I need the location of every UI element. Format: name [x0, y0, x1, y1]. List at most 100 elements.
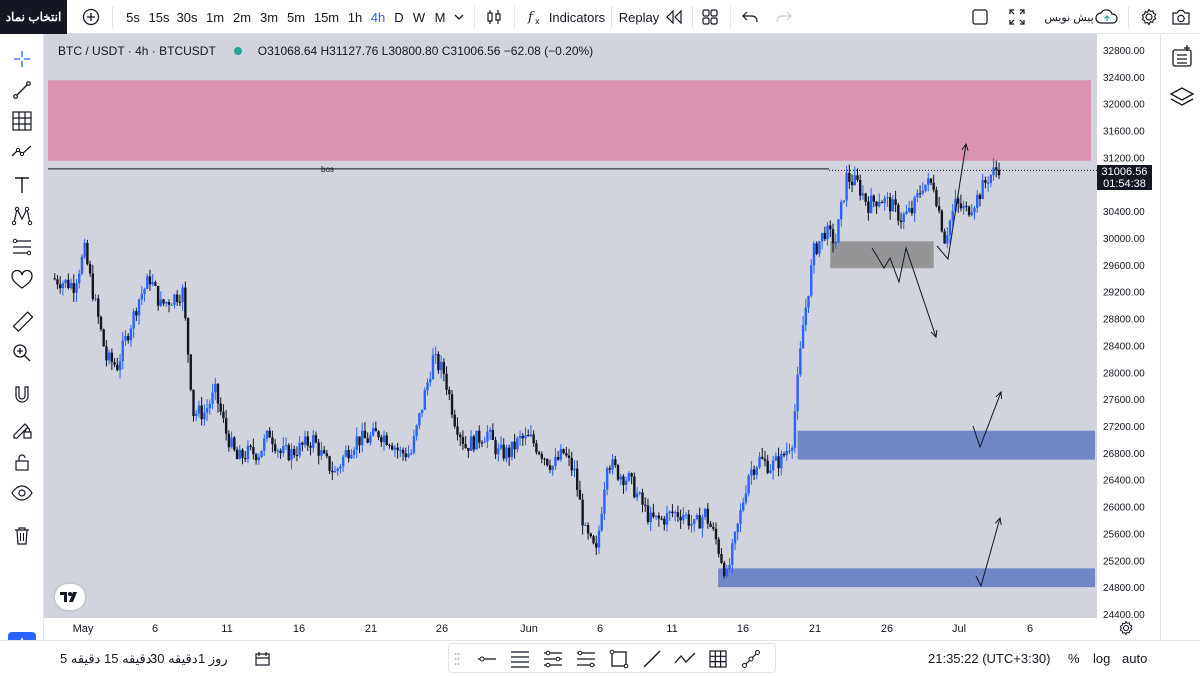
expand-icon[interactable]: [1007, 0, 1027, 34]
camera-icon[interactable]: [1170, 0, 1192, 34]
fib-grid-icon[interactable]: [7, 106, 37, 136]
bos-label: bos: [321, 165, 334, 174]
save-draft-label[interactable]: پیش نویس: [1044, 11, 1094, 24]
interval-w[interactable]: W: [412, 9, 426, 25]
interval-30s[interactable]: 30s: [176, 9, 198, 25]
tradingview-logo[interactable]: [55, 584, 85, 610]
interval-5m[interactable]: 5m: [286, 9, 306, 25]
candle-body: [916, 193, 919, 198]
forecast-icon[interactable]: [7, 232, 37, 262]
chevron-down-icon[interactable]: [452, 0, 466, 34]
candle-body: [878, 202, 881, 207]
interval-15m[interactable]: 15m: [313, 9, 340, 25]
candle-body: [570, 457, 573, 471]
interval-3m[interactable]: 3m: [259, 9, 279, 25]
demand-zone-upper: [797, 430, 1095, 460]
candle-body: [905, 211, 908, 214]
path-icon[interactable]: [673, 647, 697, 671]
undo-icon[interactable]: [740, 0, 760, 34]
candle-body: [804, 307, 807, 326]
horizontal-line-icon[interactable]: [475, 647, 499, 671]
candle-body: [429, 379, 432, 383]
settings-gear-icon[interactable]: [1138, 0, 1160, 34]
lock-draw-icon[interactable]: [7, 414, 37, 444]
timeframe-30min[interactable]: 30 دقیقه: [150, 650, 198, 666]
trash-icon[interactable]: [7, 521, 37, 551]
zoom-in-icon[interactable]: [7, 338, 37, 368]
watchlist-icon[interactable]: [1169, 44, 1195, 70]
interval-1m[interactable]: 1m: [205, 9, 225, 25]
candle-body: [339, 466, 342, 469]
candle-body: [576, 468, 579, 490]
interval-m[interactable]: M: [434, 9, 446, 25]
replay-icon[interactable]: [662, 0, 686, 34]
layout-grid-icon[interactable]: [700, 0, 720, 34]
trend-line-icon[interactable]: [640, 647, 664, 671]
curve-tool-icon[interactable]: [739, 647, 763, 671]
candle-body: [986, 182, 990, 184]
interval-4h[interactable]: 4h: [370, 9, 386, 25]
candle-body: [921, 190, 925, 194]
candle-body: [556, 456, 560, 460]
interval-1h[interactable]: 1h: [347, 9, 363, 25]
candle-body: [551, 466, 554, 471]
candle-body: [129, 328, 133, 341]
fib-retracement-icon[interactable]: [508, 647, 532, 671]
candle-type-icon[interactable]: [483, 0, 505, 34]
candle-body: [410, 452, 413, 454]
add-symbol-icon[interactable]: [80, 0, 102, 34]
cloud-save-icon[interactable]: [1094, 0, 1120, 34]
interval-d[interactable]: D: [394, 9, 404, 25]
indicators-button[interactable]: Indicators: [548, 9, 606, 25]
trend-line-icon[interactable]: [7, 75, 37, 105]
heart-icon[interactable]: [7, 265, 37, 295]
candle-body: [943, 231, 946, 244]
candle-body: [478, 430, 481, 443]
auto-toggle[interactable]: auto: [1122, 651, 1148, 666]
axis-settings-icon[interactable]: [1118, 620, 1136, 638]
replay-button[interactable]: Replay: [618, 9, 660, 25]
candle-body: [303, 436, 307, 445]
price-axis-background: [1097, 34, 1160, 640]
layers-icon[interactable]: [1169, 85, 1195, 111]
magnet-icon[interactable]: [7, 380, 37, 410]
time-axis-tick: 6: [1027, 623, 1033, 635]
timeframe-1day[interactable]: 1 روز: [198, 650, 228, 666]
xabcd-icon[interactable]: [7, 201, 37, 231]
fullscreen-box-icon[interactable]: [970, 0, 990, 34]
patterns-icon[interactable]: [7, 137, 37, 167]
fib-channel-icon[interactable]: [574, 647, 598, 671]
interval-15s[interactable]: 15s: [148, 9, 170, 25]
candle-body: [97, 298, 100, 317]
eye-icon[interactable]: [7, 478, 37, 508]
text-icon[interactable]: [7, 170, 37, 200]
fib-grid-icon[interactable]: [706, 647, 730, 671]
clock-time[interactable]: 21:35:22 (UTC+3:30): [928, 651, 1051, 666]
timeframe-15min[interactable]: 15 دقیقه: [104, 650, 152, 666]
log-toggle[interactable]: log: [1093, 651, 1111, 666]
lock-icon[interactable]: [7, 447, 37, 477]
legend-symbol[interactable]: BTC / USDT · 4h · BTCUSDT: [58, 44, 216, 58]
ruler-icon[interactable]: [7, 307, 37, 337]
parallel-channel-icon[interactable]: [541, 647, 565, 671]
date-range-icon[interactable]: [254, 641, 272, 676]
candle-body: [249, 445, 252, 448]
chart-pane[interactable]: bos 32800.00 32400.00 32000.00 31600.00 3120…: [44, 34, 1160, 640]
drag-handle-icon[interactable]: [451, 647, 463, 671]
redo-icon[interactable]: [774, 0, 794, 34]
candle-body: [679, 516, 682, 521]
timeframe-5min[interactable]: 5 دقیقه: [60, 650, 101, 666]
crosshair-icon[interactable]: [7, 44, 37, 74]
rectangle-icon[interactable]: [607, 647, 631, 671]
price-chart[interactable]: bos 32800.00 32400.00 32000.00 31600.00 3120…: [44, 34, 1160, 640]
candle-body: [181, 287, 184, 302]
candle-body: [859, 180, 862, 196]
candle-body: [687, 514, 690, 526]
symbol-search-button[interactable]: انتخاب نماد: [0, 0, 67, 34]
percent-toggle[interactable]: %: [1068, 651, 1080, 666]
interval-2m[interactable]: 2m: [232, 9, 252, 25]
interval-5s[interactable]: 5s: [126, 9, 140, 25]
candle-body: [203, 412, 206, 420]
candle-body: [309, 445, 312, 448]
